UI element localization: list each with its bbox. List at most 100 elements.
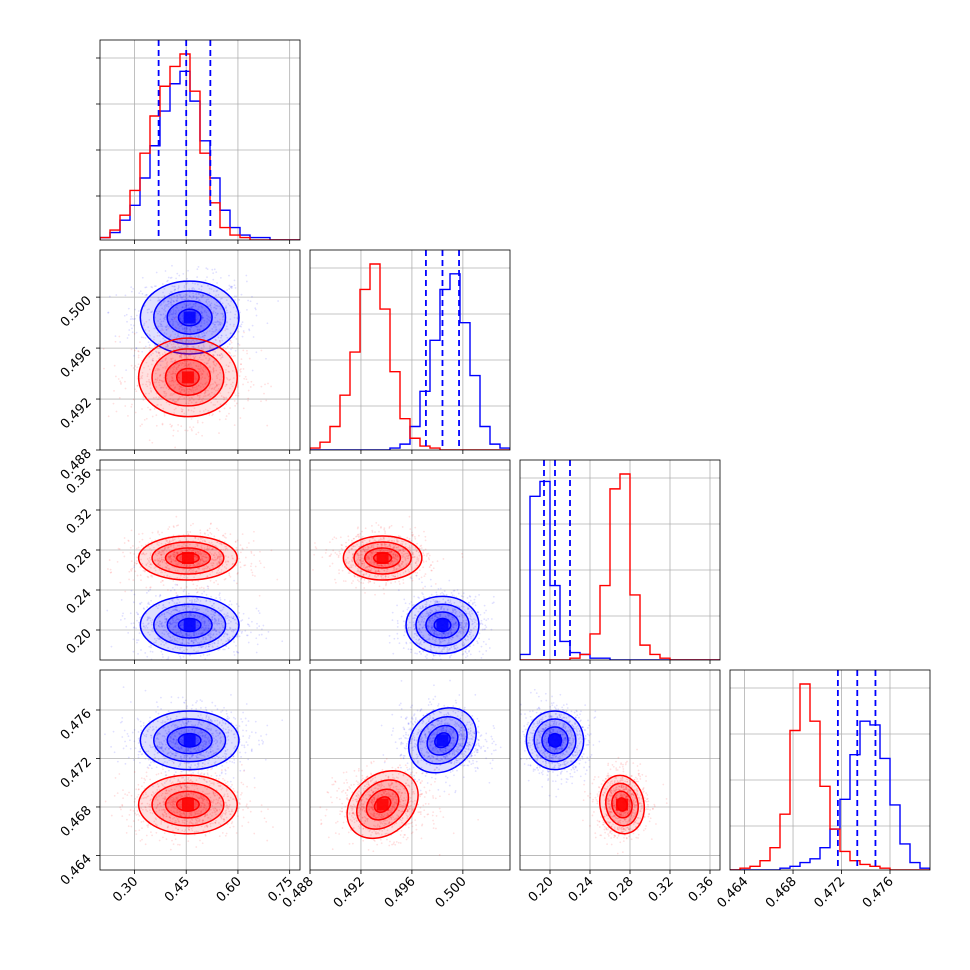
density-peak-0 bbox=[549, 734, 561, 747]
histogram-1 bbox=[730, 683, 930, 870]
panel-1-1 bbox=[309, 249, 511, 454]
contour-1 bbox=[616, 797, 628, 812]
tick-label-y: 0.472 bbox=[58, 755, 95, 792]
panel-2-1 bbox=[309, 459, 511, 664]
contour-1 bbox=[164, 547, 212, 569]
panel-frame bbox=[519, 459, 721, 661]
tick-label-x: 0.468 bbox=[763, 874, 800, 911]
contour-0 bbox=[166, 726, 213, 755]
contour-1 bbox=[372, 552, 393, 564]
contour-1 bbox=[365, 788, 400, 821]
scatter-0 bbox=[380, 679, 510, 794]
panel-3-3: 0.464 0.468 0.472 0.476 bbox=[714, 669, 931, 911]
panel-frame bbox=[519, 669, 721, 871]
tick-label-x: 0.476 bbox=[860, 874, 897, 911]
contour-0 bbox=[139, 710, 240, 771]
contour-1 bbox=[137, 774, 238, 835]
density-peak-0 bbox=[183, 734, 196, 747]
contour-0 bbox=[417, 715, 468, 765]
density-peak-1 bbox=[181, 371, 194, 384]
tick-label-y: 0.500 bbox=[58, 293, 95, 330]
contour-1 bbox=[342, 535, 423, 581]
contour-1 bbox=[598, 774, 646, 835]
tick-label-x: 0.464 bbox=[714, 874, 751, 911]
density-peak-1 bbox=[616, 798, 628, 811]
tick-label-y: 0.20 bbox=[64, 626, 95, 657]
panel-3-1: 0.488 0.492 0.496 0.500 bbox=[280, 669, 511, 911]
contour-1 bbox=[605, 782, 639, 827]
panel-frame bbox=[309, 459, 511, 661]
contour-0 bbox=[433, 617, 452, 633]
tick-label-x: 0.492 bbox=[331, 874, 368, 911]
tick-label-y: 0.496 bbox=[58, 344, 95, 381]
contour-1 bbox=[151, 348, 225, 407]
panel-frame bbox=[99, 459, 301, 661]
tick-label-y: 0.24 bbox=[64, 586, 95, 617]
panel-frame bbox=[309, 249, 511, 451]
contour-1 bbox=[151, 782, 225, 827]
contour-0 bbox=[425, 611, 460, 639]
contour-1 bbox=[137, 337, 238, 418]
contour-0 bbox=[139, 280, 240, 355]
panel-0-0 bbox=[96, 39, 301, 244]
tick-label-x: 0.32 bbox=[646, 874, 677, 905]
tick-label-x: 0.496 bbox=[382, 874, 419, 911]
panel-frame bbox=[99, 669, 301, 871]
tick-label-x: 0.36 bbox=[686, 874, 717, 905]
histogram-0 bbox=[310, 273, 510, 450]
histogram-0 bbox=[730, 720, 930, 870]
density-peak-1 bbox=[376, 798, 389, 811]
tick-label-y: 0.28 bbox=[64, 546, 95, 577]
contour-1 bbox=[356, 779, 410, 830]
panel-frame bbox=[729, 669, 931, 871]
panel-frame bbox=[99, 39, 301, 241]
panel-2-0: 0.200.240.280.320.36 bbox=[64, 459, 301, 664]
density-peak-1 bbox=[181, 798, 194, 811]
panel-2-2 bbox=[519, 459, 721, 664]
contour-1 bbox=[137, 535, 238, 581]
histogram-1 bbox=[310, 263, 510, 450]
contour-0 bbox=[426, 724, 459, 756]
tick-label-x: 0.30 bbox=[110, 874, 141, 905]
contour-0 bbox=[153, 603, 227, 647]
contour-1 bbox=[175, 797, 200, 812]
density-peak-0 bbox=[436, 734, 449, 747]
contour-0 bbox=[177, 732, 202, 748]
tick-label-x: 0.20 bbox=[526, 874, 557, 905]
contour-0 bbox=[525, 710, 585, 771]
tick-label-y: 0.464 bbox=[58, 852, 95, 889]
histogram-1 bbox=[100, 53, 300, 240]
density-peak-0 bbox=[183, 619, 196, 631]
contour-0 bbox=[177, 308, 202, 327]
density-peak-1 bbox=[376, 552, 389, 564]
contour-0 bbox=[177, 617, 202, 633]
contour-1 bbox=[164, 790, 212, 819]
contour-1 bbox=[373, 796, 392, 813]
density-peak-1 bbox=[181, 552, 194, 564]
contour-1 bbox=[346, 770, 419, 840]
tick-label-y: 0.468 bbox=[58, 803, 95, 840]
tick-label-x: 0.28 bbox=[606, 874, 637, 905]
contour-0 bbox=[139, 595, 240, 655]
tick-label-x: 0.24 bbox=[566, 874, 597, 905]
histogram-0 bbox=[520, 480, 720, 660]
contour-0 bbox=[541, 726, 569, 755]
contour-0 bbox=[166, 300, 213, 335]
panel-frame bbox=[309, 669, 511, 871]
contour-1 bbox=[353, 541, 412, 575]
contour-1 bbox=[364, 547, 402, 569]
density-peak-0 bbox=[436, 619, 449, 631]
contour-0 bbox=[533, 718, 577, 763]
contour-0 bbox=[166, 611, 213, 639]
contour-0 bbox=[408, 707, 477, 774]
contour-0 bbox=[547, 732, 563, 748]
contour-1 bbox=[164, 358, 212, 396]
density-peak-0 bbox=[183, 311, 196, 324]
tick-label-y: 0.476 bbox=[58, 706, 95, 743]
tick-label-x: 0.45 bbox=[162, 874, 193, 905]
contour-1 bbox=[175, 367, 200, 388]
contour-0 bbox=[434, 732, 451, 749]
